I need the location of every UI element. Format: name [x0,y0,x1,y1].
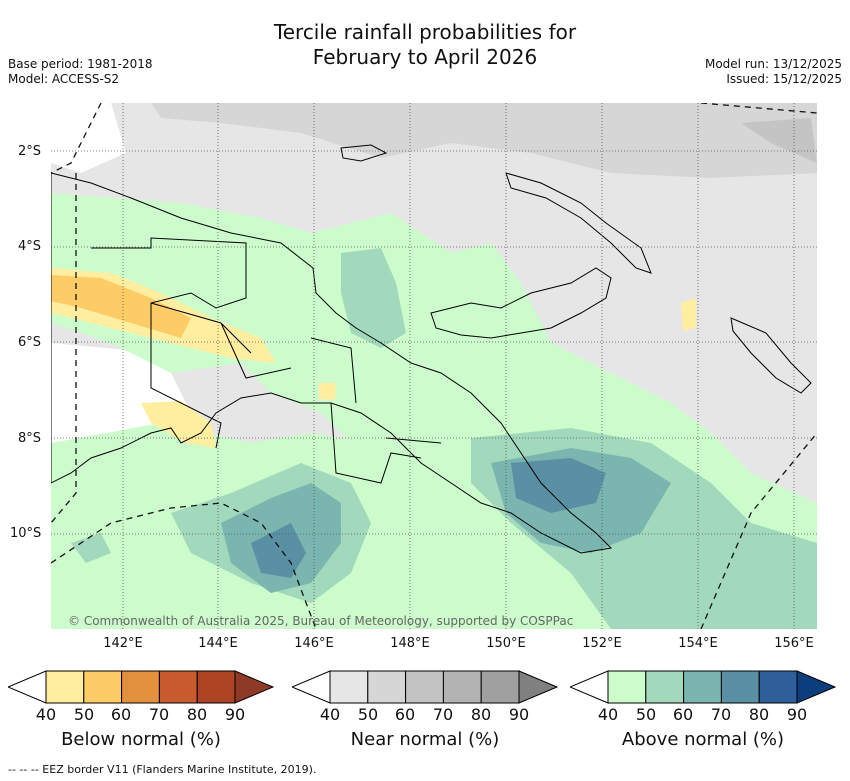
colorbar-tick: 40 [597,705,619,724]
model-info: Base period: 1981-2018 Model: ACCESS-S2 [8,57,153,87]
lat-label: 6°S [18,335,42,350]
colorbar-swatch [758,670,798,704]
below-normal-50-region [51,275,191,338]
run-info: Model run: 13/12/2025 Issued: 15/12/2025 [705,57,842,87]
bougainville-outline [730,317,812,394]
below-normal-label: Below normal (%) [61,729,221,750]
base-period: Base period: 1981-2018 [8,57,153,71]
near-normal-50-region [741,118,817,163]
below-normal-colorbar [8,670,274,704]
above-normal-70-region [251,523,306,578]
colorbar-swatch [720,670,760,704]
colorbar-swatch [442,670,482,704]
above-normal-50-region [341,248,406,348]
colorbar-tick: 70 [432,705,454,724]
lat-label: 4°S [18,239,42,254]
colorbar-max-extension [796,670,836,704]
model-run-date: Model run: 13/12/2025 [704,57,842,71]
colorbar-min-extension [570,670,609,704]
manus-island-outline [340,144,388,162]
above-normal-50-region [71,533,111,563]
lon-label: 150°E [486,636,526,651]
no-signal-region [671,233,817,413]
colorbar-min-extension [8,670,47,704]
lat-label: 10°S [10,526,42,541]
lon-label: 156°E [774,636,814,651]
new-britain-outline [430,267,612,339]
probability-map [51,103,817,629]
issued-date: Issued: 15/12/2025 [726,72,842,86]
colorbar-swatches [45,670,236,704]
colorbar-swatch [196,670,236,704]
colorbar-tick: 40 [35,705,57,724]
below-normal-40-region [319,383,336,400]
colorbar-tick: 90 [224,705,246,724]
title-line-2: February to April 2026 [312,45,538,69]
copyright-notice: © Commonwealth of Australia 2025, Bureau… [68,614,574,628]
above-normal-colorbar [570,670,836,704]
colorbar-swatch [607,670,647,704]
below-normal-40-region [681,298,696,331]
no-signal-region [51,103,126,173]
png-mainland-outline [51,172,613,554]
above-normal-70-region [511,458,606,513]
colorbar-tick: 50 [73,705,95,724]
colorbar-tick: 40 [319,705,341,724]
colorbar-swatch [480,670,520,704]
colorbar-tick: 80 [186,705,208,724]
colorbar-swatches [607,670,798,704]
colorbar-tick: 50 [357,705,379,724]
colorbar-max-extension [234,670,274,704]
lon-label: 154°E [678,636,718,651]
colorbar-tick: 90 [786,705,808,724]
chart-title: Tercile rainfall probabilities for Febru… [0,20,850,70]
lon-label: 146°E [294,636,334,651]
colorbar-swatch [45,670,85,704]
colorbar-swatch [83,670,123,704]
colorbar-min-extension [292,670,331,704]
colorbar-swatches [329,670,520,704]
lat-label: 2°S [18,144,42,159]
near-normal-colorbar [292,670,558,704]
colorbar-swatch [121,670,160,704]
near-normal-50-region [151,103,817,178]
model-name: Model: ACCESS-S2 [8,72,120,86]
title-line-1: Tercile rainfall probabilities for [273,20,577,44]
colorbar-tick: 80 [470,705,492,724]
colorbar-max-extension [518,670,558,704]
lat-label: 8°S [18,431,42,446]
lon-label: 152°E [582,636,622,651]
province-borders [91,237,442,484]
near-normal-label: Near normal (%) [350,729,500,750]
above-normal-label: Above normal (%) [621,729,785,750]
colorbar-swatch [405,670,444,704]
eez-footnote: -- -- -- EEZ border V11 (Flanders Marine… [8,763,317,776]
eez-border [51,103,817,629]
lon-label: 142°E [103,636,143,651]
below-normal-40-region [141,401,216,448]
colorbar-swatch [645,670,685,704]
graticule [51,103,817,629]
colorbar-tick: 60 [110,705,132,724]
lon-label: 144°E [198,636,238,651]
colorbar-tick: 60 [394,705,416,724]
colorbar-tick: 70 [148,705,170,724]
colorbar-swatch [367,670,407,704]
lon-label: 148°E [390,636,430,651]
colorbar-swatch [158,670,198,704]
colorbar-swatch [329,670,369,704]
colorbar-swatch [683,670,722,704]
colorbar-tick: 90 [508,705,530,724]
new-ireland-outline [505,172,652,274]
colorbar-tick: 70 [710,705,732,724]
colorbar-tick: 80 [748,705,770,724]
colorbar-tick: 60 [672,705,694,724]
colorbar-tick: 50 [635,705,657,724]
